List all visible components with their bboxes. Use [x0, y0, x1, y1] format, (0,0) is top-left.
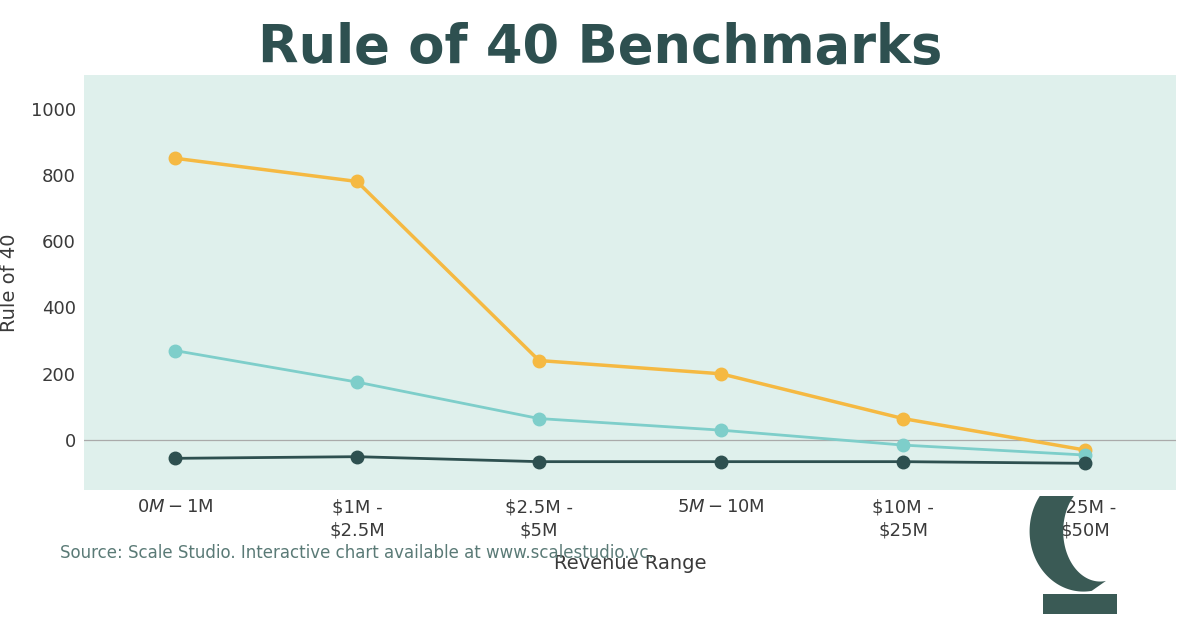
Polygon shape [1030, 472, 1106, 592]
X-axis label: Revenue Range: Revenue Range [553, 554, 707, 573]
Text: Source: Scale Studio. Interactive chart available at www.scalestudio.vc.: Source: Scale Studio. Interactive chart … [60, 544, 654, 561]
Y-axis label: Rule of 40: Rule of 40 [0, 234, 19, 332]
Text: Rule of 40 Benchmarks: Rule of 40 Benchmarks [258, 22, 942, 74]
Bar [1043, 594, 1117, 614]
